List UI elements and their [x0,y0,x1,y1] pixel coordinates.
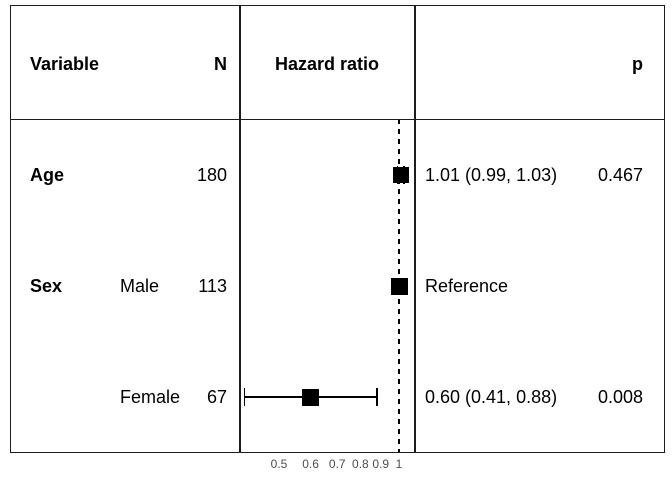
row-female-p-value: 0.008 [597,387,643,407]
header-separator-line [10,118,665,120]
row-male-level: Male [120,276,160,296]
axis-tick-label: 0.8 [352,457,369,471]
row-male-estimate: Reference [425,276,509,296]
hr-marker [392,167,409,183]
hr-marker [390,277,408,295]
row-male-n: 113 [198,276,227,296]
ci-cap-low [243,388,246,406]
header-hazard-ratio: Hazard ratio [274,54,380,74]
hr-marker [302,388,320,406]
table-border-frame [10,5,665,453]
row-female-estimate: 0.60 (0.41, 0.88) [425,387,558,407]
axis-tick-label: 0.6 [302,457,319,471]
axis-tick-label: 0.7 [328,457,346,471]
axis-tick-label: 0.9 [372,457,390,471]
row-sex-variable: Sex [30,276,63,296]
row-age-estimate: 1.01 (0.99, 1.03) [425,165,558,185]
axis-tick-label: 0.5 [270,457,288,471]
row-age-p-value: 0.467 [597,165,643,185]
column-separator-left [239,5,241,453]
header-variable: Variable [30,54,100,74]
row-age-n: 180 [196,165,227,185]
column-separator-right [414,5,416,453]
row-female-n: 67 [206,387,227,407]
row-female-level: Female [120,387,181,407]
header-p: p [632,54,643,74]
row-age-variable: Age [30,165,65,185]
axis-tick-label: 1 [395,457,403,471]
header-n: N [214,54,227,74]
ci-cap-high [376,388,378,406]
